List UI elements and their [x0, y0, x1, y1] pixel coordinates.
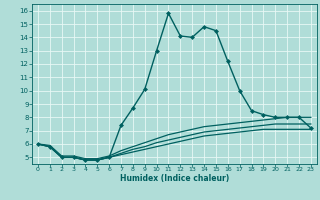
X-axis label: Humidex (Indice chaleur): Humidex (Indice chaleur)	[120, 174, 229, 183]
